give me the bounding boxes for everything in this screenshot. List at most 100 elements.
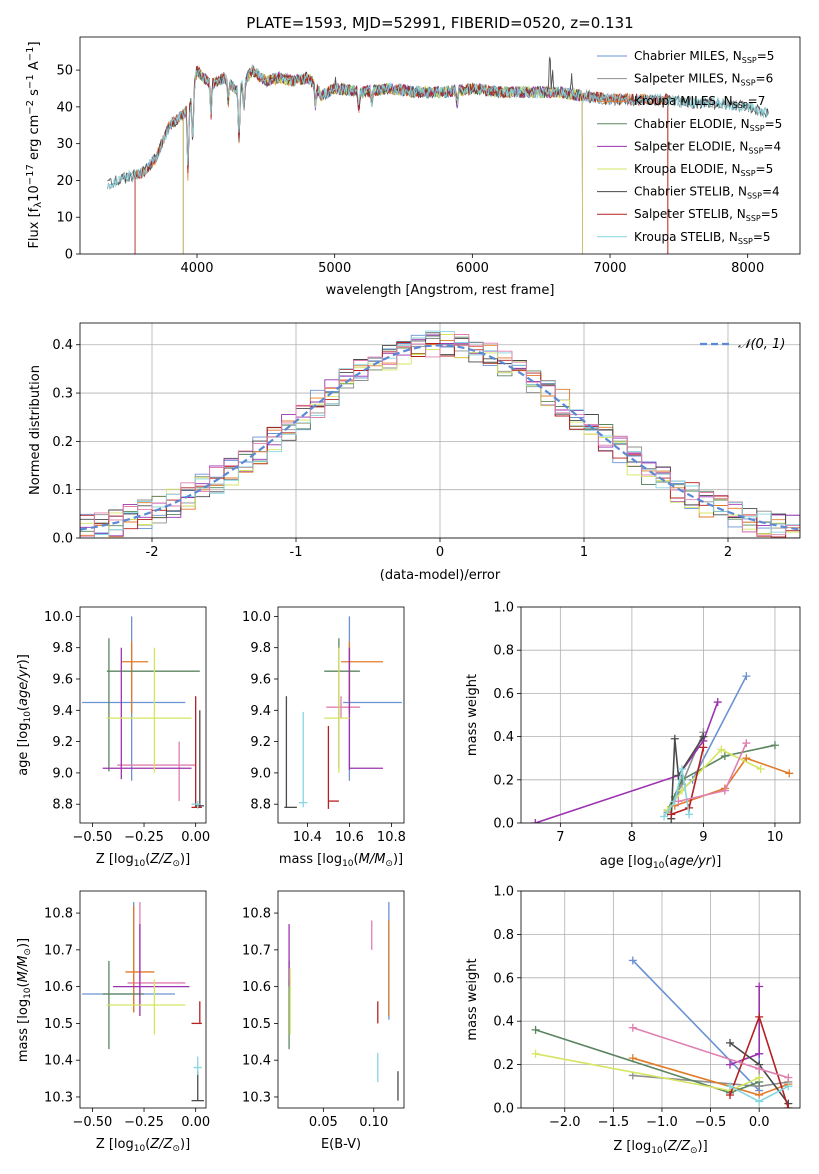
plot-area <box>288 902 399 1101</box>
weight-marker <box>784 1104 793 1108</box>
weight-marker <box>531 1049 540 1058</box>
axes-frame <box>79 322 801 539</box>
legend-entry: Kroupa STELIB, NSSP=5 <box>634 230 771 246</box>
y-axis-label: mass weight <box>465 674 480 756</box>
legend-entry: Chabrier ELODIE, NSSP=5 <box>634 117 782 133</box>
spectrum-line-7 <box>134 65 669 254</box>
panel-spectrum: 4000 5000 6000 7000 8000 0 10 20 30 40 50 PLATE=159… <box>25 14 801 298</box>
y-tick-label: 9.2 <box>52 735 73 750</box>
y-tick-label: 9.2 <box>250 735 271 750</box>
plot-area <box>82 902 204 1102</box>
weight-marker <box>717 745 726 754</box>
legend-entry: Chabrier MILES, NSSP=5 <box>634 49 774 65</box>
y-tick-label: 10.8 <box>44 907 73 922</box>
y-tick-label: 10.8 <box>242 907 271 922</box>
y-tick-label: 0.1 <box>52 483 73 498</box>
y-tick-label: 0.2 <box>493 773 514 788</box>
y-tick-label: 10.5 <box>242 1017 271 1032</box>
y-tick-label: 10.6 <box>44 980 73 995</box>
weight-marker <box>720 752 729 761</box>
normal-curve <box>80 344 800 531</box>
y-tick-label: 0.8 <box>493 928 514 943</box>
x-axis-label: E(B-V) <box>321 1137 361 1152</box>
y-tick-label: 9.4 <box>250 704 271 719</box>
y-tick-label: 0.6 <box>493 687 514 702</box>
y-tick-label: 0.3 <box>52 387 73 402</box>
y-tick-label: 9.6 <box>52 673 73 688</box>
y-tick-label: 10.6 <box>242 980 271 995</box>
x-tick-label: 10 <box>767 830 784 845</box>
weight-marker <box>742 754 751 763</box>
x-axis-label: Z [log10(Z/Z⊙)] <box>96 852 190 869</box>
x-tick-label: −0.5 <box>695 1115 727 1130</box>
x-tick-label: 0.0 <box>749 1115 770 1130</box>
weight-marker <box>726 1090 735 1099</box>
weight-marker <box>699 743 708 752</box>
y-tick-label: 0.4 <box>493 1015 514 1030</box>
y-tick-label: 10.0 <box>44 610 73 625</box>
y-tick-label: 0.2 <box>52 435 73 450</box>
y-tick-label: 20 <box>56 174 73 189</box>
weight-marker <box>755 1064 764 1073</box>
panel-weight_vs_age: 7 8 9 10 0.0 0.2 0.4 0.6 0.8 1.0 mass weight age [l… <box>465 601 801 871</box>
weight-marker <box>628 956 637 965</box>
x-tick-label: −0.50 <box>72 830 112 845</box>
legend-entry: Salpeter MILES, NSSP=6 <box>634 72 773 88</box>
histogram-step-9 <box>80 334 800 538</box>
y-tick-label: 0.0 <box>493 817 514 832</box>
x-tick-label: 0.00 <box>181 830 210 845</box>
y-tick-label: 1.0 <box>493 885 514 900</box>
plot-area <box>80 330 800 538</box>
y-tick-label: 0.4 <box>52 338 73 353</box>
x-axis-label: mass [log10(M/M⊙)] <box>279 852 403 869</box>
y-tick-label: 10.4 <box>242 1054 271 1069</box>
y-axis-label: age [log10(age/yr)] <box>16 654 33 776</box>
y-tick-label: 9.0 <box>52 766 73 781</box>
y-tick-label: 10.7 <box>44 943 73 958</box>
x-tick-label: 7 <box>556 830 564 845</box>
x-tick-label: 10.4 <box>293 830 322 845</box>
weight-marker <box>670 734 679 743</box>
y-tick-label: 9.4 <box>52 704 73 719</box>
x-axis-label: Z [log10(Z/Z⊙)] <box>96 1137 190 1154</box>
y-tick-label: 10.0 <box>242 610 271 625</box>
x-tick-label: 5000 <box>318 261 351 276</box>
y-tick-label: 0.2 <box>493 1058 514 1073</box>
weight-marker <box>784 1073 793 1082</box>
x-tick-label: 6000 <box>456 261 489 276</box>
y-tick-label: 1.0 <box>493 601 514 616</box>
weight-marker <box>755 1097 764 1106</box>
y-tick-label: 0.0 <box>52 532 73 547</box>
y-tick-label: 10.5 <box>44 1017 73 1032</box>
y-tick-label: 0.8 <box>493 644 514 659</box>
plot-area <box>284 616 402 809</box>
weight-marker <box>720 786 729 795</box>
axes-frame <box>277 606 405 824</box>
y-tick-label: 8.8 <box>250 798 271 813</box>
weight-marker <box>742 672 751 681</box>
plot-area <box>82 616 204 809</box>
plot-area <box>531 956 793 1108</box>
axes-frame <box>79 890 207 1109</box>
x-axis-label: wavelength [Angstrom, rest frame] <box>326 283 555 298</box>
weight-marker <box>677 765 686 773</box>
weight-marker <box>755 1073 764 1082</box>
y-axis-label: Normed distribution <box>28 365 43 495</box>
panel-mass_vs_EBV: 0.05 0.10 10.3 10.4 10.5 10.6 10.7 10.8 E(B-V) <box>242 890 405 1152</box>
y-tick-label: 10.3 <box>242 1090 271 1105</box>
y-tick-label: 10.3 <box>44 1090 73 1105</box>
weight-line-8 <box>663 768 690 817</box>
x-tick-label: 4000 <box>180 261 213 276</box>
weight-marker <box>726 1060 735 1069</box>
x-tick-label: 0.05 <box>309 1115 338 1130</box>
y-tick-label: 9.6 <box>250 673 271 688</box>
weight-line-4 <box>535 701 719 823</box>
weight-marker <box>755 1049 764 1058</box>
legend-entry: Chabrier STELIB, NSSP=4 <box>634 185 780 201</box>
y-axis-label: mass weight <box>465 958 480 1040</box>
x-axis-label: age [log10(age/yr)] <box>600 854 722 871</box>
x-tick-label: 10.8 <box>377 830 406 845</box>
y-tick-label: 9.8 <box>52 641 73 656</box>
legend-entry: Kroupa MILES, NSSP=7 <box>634 94 765 110</box>
